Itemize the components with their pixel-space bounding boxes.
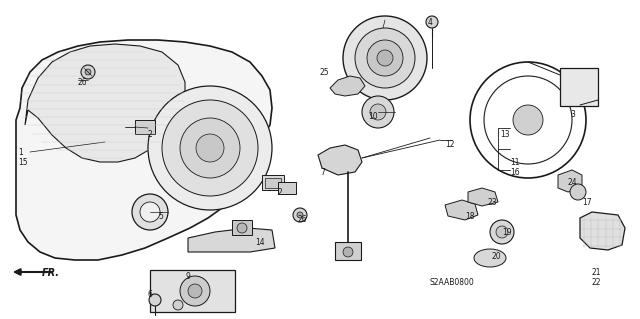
Text: 2: 2: [278, 188, 283, 197]
Bar: [232, 220, 252, 235]
Polygon shape: [16, 40, 272, 260]
Polygon shape: [25, 44, 185, 162]
Text: 25: 25: [320, 68, 330, 77]
Text: 21: 21: [592, 268, 602, 277]
Circle shape: [149, 294, 161, 306]
Circle shape: [85, 69, 91, 75]
Circle shape: [513, 105, 543, 135]
Circle shape: [490, 220, 514, 244]
Text: 1: 1: [18, 148, 23, 157]
Bar: [262, 175, 284, 190]
Polygon shape: [330, 76, 365, 96]
Text: 5: 5: [158, 212, 163, 221]
Circle shape: [496, 226, 508, 238]
Text: 12: 12: [445, 140, 454, 149]
Text: 7: 7: [320, 168, 325, 177]
Bar: [335, 242, 361, 260]
Circle shape: [81, 65, 95, 79]
Circle shape: [237, 223, 247, 233]
Circle shape: [173, 300, 183, 310]
Text: 19: 19: [502, 228, 511, 237]
Text: 8: 8: [368, 48, 372, 57]
Polygon shape: [558, 170, 582, 192]
Text: 6: 6: [148, 290, 153, 299]
Circle shape: [148, 86, 272, 210]
Circle shape: [355, 28, 415, 88]
Text: 23: 23: [488, 198, 498, 207]
Text: 14: 14: [255, 238, 264, 247]
Circle shape: [180, 276, 210, 306]
Text: S2AAB0800: S2AAB0800: [430, 278, 475, 287]
Circle shape: [367, 40, 403, 76]
Text: 22: 22: [592, 278, 602, 287]
Circle shape: [162, 100, 258, 196]
Circle shape: [343, 16, 427, 100]
Text: 26: 26: [78, 78, 88, 87]
Text: 13: 13: [500, 130, 509, 139]
Text: 20: 20: [492, 252, 502, 261]
Polygon shape: [468, 188, 498, 206]
Bar: [278, 182, 296, 194]
Circle shape: [188, 284, 202, 298]
Text: 4: 4: [428, 18, 433, 27]
Text: 16: 16: [510, 168, 520, 177]
Polygon shape: [318, 145, 362, 175]
Text: 17: 17: [582, 198, 591, 207]
Polygon shape: [445, 200, 478, 220]
Circle shape: [180, 118, 240, 178]
Polygon shape: [188, 228, 275, 252]
Text: 24: 24: [568, 178, 578, 187]
Circle shape: [570, 184, 586, 200]
Bar: [265, 178, 281, 188]
Text: 11: 11: [510, 158, 520, 167]
Circle shape: [293, 208, 307, 222]
Bar: [150, 270, 235, 312]
Text: 10: 10: [368, 112, 378, 121]
Bar: [135, 120, 155, 134]
Circle shape: [297, 212, 303, 218]
Text: FR.: FR.: [42, 268, 60, 278]
Circle shape: [343, 247, 353, 257]
Circle shape: [196, 134, 224, 162]
Text: 9: 9: [185, 272, 190, 281]
Circle shape: [140, 202, 160, 222]
Text: 3: 3: [570, 110, 575, 119]
Circle shape: [377, 50, 393, 66]
Text: 2: 2: [148, 130, 153, 139]
Circle shape: [362, 96, 394, 128]
Polygon shape: [580, 212, 625, 250]
Text: 18: 18: [465, 212, 474, 221]
Circle shape: [370, 104, 386, 120]
Circle shape: [426, 16, 438, 28]
Ellipse shape: [474, 249, 506, 267]
Text: 15: 15: [18, 158, 28, 167]
Text: 26: 26: [298, 215, 308, 224]
Bar: [560, 68, 598, 106]
Circle shape: [132, 194, 168, 230]
